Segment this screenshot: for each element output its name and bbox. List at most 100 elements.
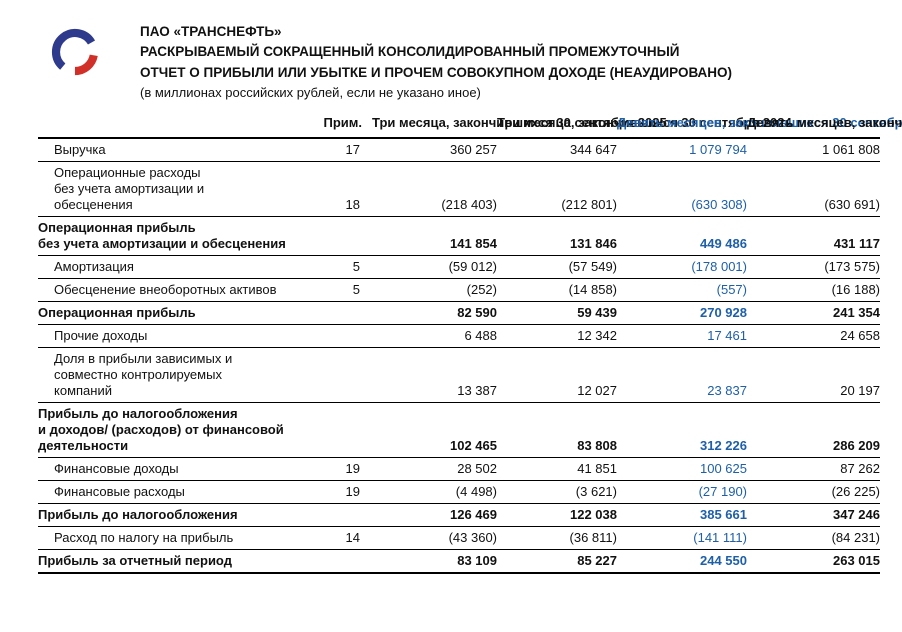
row-value: (212 801) [497,161,617,217]
row-label: Прочие доходы [38,324,308,348]
row-label: Операционные расходы без учета амортизац… [38,161,308,217]
row-value: 1 079 794 [617,137,747,162]
row-value: 122 038 [497,503,617,527]
row-label: Финансовые доходы [38,457,308,481]
row-value: 100 625 [617,457,747,481]
row-value: (3 621) [497,480,617,504]
table-row: Амортизация 5 (59 012) (57 549) (178 001) (17… [38,255,880,279]
row-value: 312 226 [617,402,747,458]
row-label: Операционная прибыль без учета амортизац… [38,216,308,256]
report-title-line2: ОТЧЕТ О ПРИБЫЛИ ИЛИ УБЫТКЕ И ПРОЧЕМ СОВО… [140,64,733,80]
row-label: Доля в прибыли зависимых и совместно кон… [38,347,308,403]
row-value: 126 469 [372,503,497,527]
row-value: 13 387 [372,347,497,403]
table-row: Расход по налогу на прибыль 14 (43 360) (36… [38,526,880,550]
row-label: Прибыль до налогообложения и доходов/ (р… [38,402,308,458]
row-note: 17 [308,137,372,162]
row-note: 5 [308,278,372,302]
table-row: Доля в прибыли зависимых и совместно кон… [38,347,880,403]
table-row: Финансовые расходы 19 (4 498) (3 621) (27 19… [38,480,880,504]
row-value: 102 465 [372,402,497,458]
table-row: Прибыль за отчетный период 83 109 85 227 24… [38,549,880,574]
row-note [308,503,372,527]
row-value: (26 225) [747,480,880,504]
row-note [308,549,372,574]
row-value: 28 502 [372,457,497,481]
row-value: 12 342 [497,324,617,348]
row-value: (43 360) [372,526,497,550]
report-title-line1: РАСКРЫВАЕМЫЙ СОКРАЩЕННЫЙ КОНСОЛИДИРОВАНН… [140,44,680,60]
row-value: (252) [372,278,497,302]
row-value: 59 439 [497,301,617,325]
row-value: 6 488 [372,324,497,348]
row-note: 18 [308,161,372,217]
column-header-3m-2024: Три месяца, закончившихся 30 сентября 20… [497,112,792,139]
row-value: 41 851 [497,457,617,481]
row-value: 20 197 [747,347,880,403]
row-value: 286 209 [747,402,880,458]
row-label: Расход по налогу на прибыль [38,526,308,550]
row-label: Финансовые расходы [38,480,308,504]
transneft-logo-icon [46,23,104,81]
row-value: 83 109 [372,549,497,574]
column-header-9m-2025: Девять месяцев, закончившихся 30 сентябр… [617,112,902,139]
header-row: Прим. Три месяца, закончившихся 30 сентя… [38,112,902,139]
row-value: (178 001) [617,255,747,279]
income-statement-table: Прим. Три месяца, закончившихся 30 сентя… [38,112,902,574]
row-value: 82 590 [372,301,497,325]
row-value: 344 647 [497,137,617,162]
table-row: Операционная прибыль 82 590 59 439 270 928 2… [38,301,880,325]
table-row: Выручка 17 360 257 344 647 1 079 794 1 061 80… [38,137,880,162]
row-value: 360 257 [372,137,497,162]
row-note: 19 [308,480,372,504]
row-value: 83 808 [497,402,617,458]
table-row: Прибыль до налогообложения 126 469 122 038… [38,503,880,527]
row-label: Амортизация [38,255,308,279]
row-label: Прибыль за отчетный период [38,549,308,574]
table-row: Прибыль до налогообложения и доходов/ (р… [38,402,880,458]
row-value: 241 354 [747,301,880,325]
row-value: 85 227 [497,549,617,574]
row-note: 14 [308,526,372,550]
row-value: (57 549) [497,255,617,279]
table-row: Финансовые доходы 19 28 502 41 851 100 625 87… [38,457,880,481]
row-value: (14 858) [497,278,617,302]
row-value: 431 117 [747,216,880,256]
row-value: (84 231) [747,526,880,550]
row-value: (59 012) [372,255,497,279]
row-note: 5 [308,255,372,279]
row-value: (36 811) [497,526,617,550]
row-value: 1 061 808 [747,137,880,162]
row-value: 24 658 [747,324,880,348]
row-note [308,324,372,348]
row-note: 19 [308,457,372,481]
row-value: 263 015 [747,549,880,574]
row-value: (218 403) [372,161,497,217]
row-label: Операционная прибыль [38,301,308,325]
report-page: ПАО «ТРАНСНЕФТЬ» РАСКРЫВАЕМЫЙ СОКРАЩЕННЫ… [38,20,902,574]
row-value: 385 661 [617,503,747,527]
table-row: Операционные расходы без учета амортизац… [38,161,880,217]
row-value: 347 246 [747,503,880,527]
table-header: Прим. Три месяца, закончившихся 30 сентя… [38,112,902,139]
row-value: (141 111) [617,526,747,550]
row-value: 141 854 [372,216,497,256]
units-note: (в миллионах российских рублей, если не … [140,84,481,100]
row-value: 449 486 [617,216,747,256]
row-label: Прибыль до налогообложения [38,503,308,527]
row-note [308,216,372,256]
row-value: (630 691) [747,161,880,217]
row-value: (557) [617,278,747,302]
row-value: (4 498) [372,480,497,504]
row-note [308,301,372,325]
header-text-block: ПАО «ТРАНСНЕФТЬ» РАСКРЫВАЕМЫЙ СОКРАЩЕННЫ… [140,20,732,103]
row-value: 270 928 [617,301,747,325]
company-name: ПАО «ТРАНСНЕФТЬ» [140,24,282,39]
column-header-items [38,112,308,139]
row-value: 87 262 [747,457,880,481]
row-value: 23 837 [617,347,747,403]
row-value: (27 190) [617,480,747,504]
row-value: 12 027 [497,347,617,403]
row-label: Выручка [38,137,308,162]
column-header-note: Прим. [308,112,372,139]
